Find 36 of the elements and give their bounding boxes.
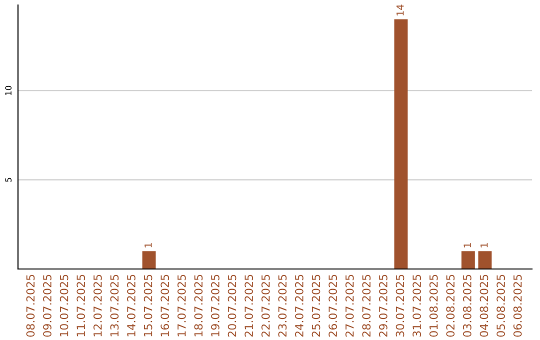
x-tick-label: 19.07.2025 (211, 274, 220, 336)
x-tick-label: 05.08.2025 (496, 274, 505, 337)
x-tick-label: 26.07.2025 (328, 274, 338, 337)
x-tick-label: 08.07.2025 (26, 274, 35, 337)
data-label: 14 (396, 4, 404, 16)
x-tick-label: 23.07.2025 (278, 274, 287, 337)
x-tick-label: 22.07.2025 (261, 274, 270, 337)
data-label: 1 (480, 243, 488, 248)
x-tick-label: 29.07.2025 (379, 274, 388, 337)
x-tick-label: 13.07.2025 (110, 274, 119, 336)
x-tick-label: 12.07.2025 (93, 274, 102, 336)
x-tick-label: 24.07.2025 (295, 274, 304, 337)
x-tick-label: 15.07.2025 (144, 274, 152, 336)
x-tick-label: 20.07.2025 (228, 274, 236, 337)
x-tick-label: 17.07.2025 (177, 274, 186, 336)
x-tick-label: 30.07.2025 (396, 274, 404, 337)
y-tick-label: 5 (5, 178, 12, 182)
x-tick-label: 06.08.2025 (513, 274, 522, 337)
x-tick-label: 18.07.2025 (194, 274, 203, 336)
x-tick-label: 31.07.2025 (412, 274, 421, 337)
x-tick-label: 01.08.2025 (429, 274, 438, 337)
y-tick-label: 10 (5, 86, 12, 96)
x-tick-label: 11.07.2025 (76, 274, 86, 336)
x-tick-label: 21.07.2025 (244, 274, 254, 337)
x-tick-label: 28.07.2025 (362, 274, 371, 337)
x-tick-label: 25.07.2025 (312, 274, 320, 337)
x-tick-label: 16.07.2025 (160, 274, 170, 336)
x-tick-label: 10.07.2025 (60, 274, 68, 336)
x-tick-label: 09.07.2025 (43, 274, 52, 337)
x-tick-label: 02.08.2025 (446, 274, 455, 337)
x-tick-label: 03.08.2025 (462, 274, 472, 337)
data-label: 1 (464, 243, 471, 248)
x-tick-label: 04.08.2025 (480, 274, 488, 337)
data-label: 1 (144, 243, 152, 248)
x-tick-label: 27.07.2025 (345, 274, 354, 337)
x-tick-label: 14.07.2025 (127, 274, 136, 336)
